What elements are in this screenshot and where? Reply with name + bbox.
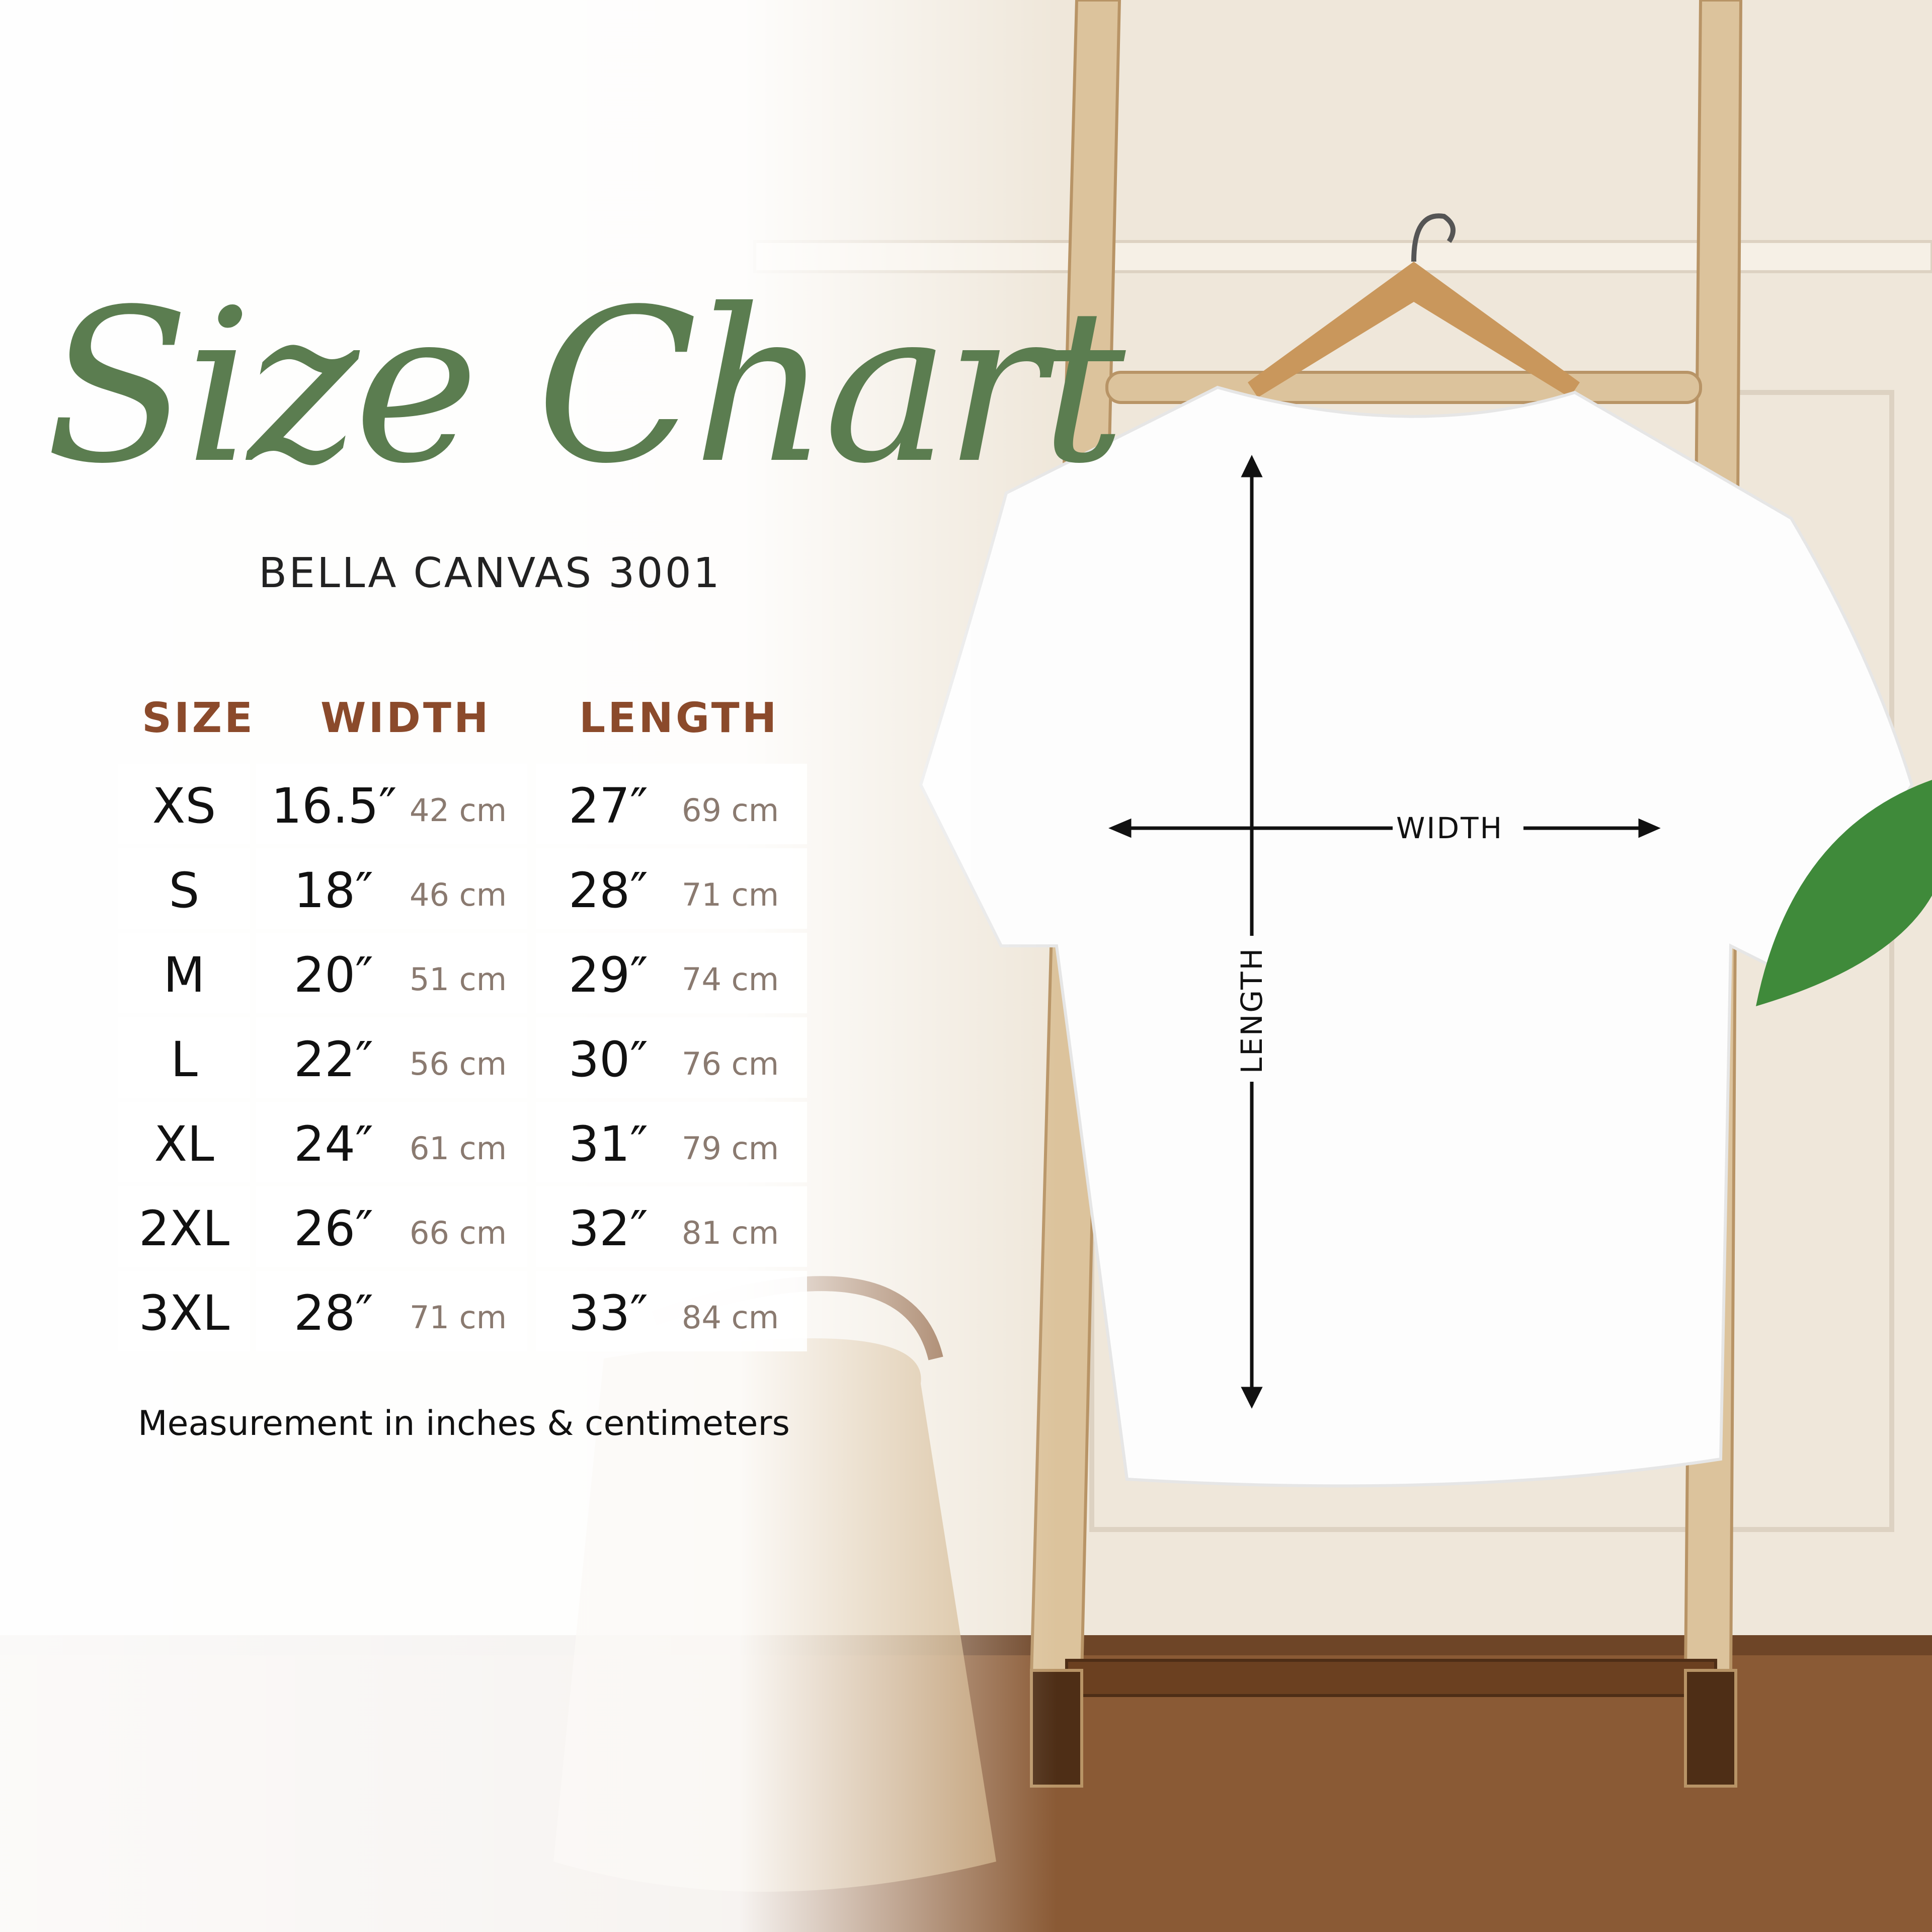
length-inches: 29″ bbox=[569, 947, 649, 1003]
width-cm: 61 cm bbox=[410, 1130, 507, 1167]
plant-leaf bbox=[1756, 780, 1932, 1006]
length-inches: 30″ bbox=[569, 1031, 649, 1088]
width-cm: 42 cm bbox=[410, 792, 507, 829]
width-cm: 66 cm bbox=[410, 1215, 507, 1251]
header-width: WIDTH bbox=[320, 694, 491, 742]
table-cell: M bbox=[118, 933, 250, 1013]
length-inches: 31″ bbox=[569, 1116, 649, 1172]
table-cell: 29″ 74 cm bbox=[536, 933, 807, 1013]
length-inches: 32″ bbox=[569, 1200, 649, 1257]
length-cm: 71 cm bbox=[682, 876, 779, 913]
size-value: 3XL bbox=[138, 1285, 230, 1341]
width-cm: 46 cm bbox=[410, 876, 507, 913]
size-value: S bbox=[169, 862, 200, 919]
table-cell: 28″ 71 cm bbox=[536, 848, 807, 929]
hanger-icon bbox=[1248, 213, 1580, 397]
table-cell: 16.5″ 42 cm bbox=[256, 764, 527, 844]
page-title: Size Chart bbox=[45, 264, 1125, 510]
measurement-note: Measurement in inches & centimeters bbox=[138, 1404, 790, 1443]
length-label: LENGTH bbox=[1235, 946, 1269, 1074]
table-cell: 30″ 76 cm bbox=[536, 1017, 807, 1098]
table-cell: 31″ 79 cm bbox=[536, 1102, 807, 1182]
table-cell: 2XL bbox=[118, 1186, 250, 1267]
table-cell: XS bbox=[118, 764, 250, 844]
length-cm: 81 cm bbox=[682, 1215, 779, 1251]
width-inches: 26″ bbox=[294, 1200, 374, 1257]
length-arrow bbox=[1241, 454, 1263, 1409]
table-cell: 27″ 69 cm bbox=[536, 764, 807, 844]
length-inches: 28″ bbox=[569, 862, 649, 919]
length-cm: 79 cm bbox=[682, 1130, 779, 1167]
length-cm: 74 cm bbox=[682, 961, 779, 998]
table-cell: S bbox=[118, 848, 250, 929]
header-length: LENGTH bbox=[579, 694, 779, 742]
table-cell: 22″ 56 cm bbox=[256, 1017, 527, 1098]
product-subtitle: BELLA CANVAS 3001 bbox=[259, 549, 721, 597]
size-value: 2XL bbox=[138, 1200, 230, 1257]
table-cell: XL bbox=[118, 1102, 250, 1182]
length-inches: 33″ bbox=[569, 1285, 649, 1341]
width-inches: 18″ bbox=[294, 862, 374, 919]
table-cell: 3XL bbox=[118, 1271, 250, 1351]
width-cm: 71 cm bbox=[410, 1299, 507, 1336]
table-cell: 24″ 61 cm bbox=[256, 1102, 527, 1182]
size-value: M bbox=[163, 947, 205, 1003]
table-cell: 32″ 81 cm bbox=[536, 1186, 807, 1267]
width-inches: 22″ bbox=[294, 1031, 374, 1088]
size-value: L bbox=[171, 1031, 198, 1088]
width-inches: 16.5″ bbox=[271, 778, 397, 834]
table-cell: 33″ 84 cm bbox=[536, 1271, 807, 1351]
length-cm: 76 cm bbox=[682, 1045, 779, 1082]
header-size: SIZE bbox=[142, 694, 256, 742]
table-cell: 20″ 51 cm bbox=[256, 933, 527, 1013]
width-arrow bbox=[1108, 818, 1661, 838]
table-cell: 26″ 66 cm bbox=[256, 1186, 527, 1267]
length-cm: 84 cm bbox=[682, 1299, 779, 1336]
width-cm: 51 cm bbox=[410, 961, 507, 998]
table-cell: L bbox=[118, 1017, 250, 1098]
length-cm: 69 cm bbox=[682, 792, 779, 829]
width-cm: 56 cm bbox=[410, 1045, 507, 1082]
width-inches: 24″ bbox=[294, 1116, 374, 1172]
table-cell: 28″ 71 cm bbox=[256, 1271, 527, 1351]
width-inches: 20″ bbox=[294, 947, 374, 1003]
width-label: WIDTH bbox=[1396, 811, 1504, 845]
width-inches: 28″ bbox=[294, 1285, 374, 1341]
length-inches: 27″ bbox=[569, 778, 649, 834]
table-cell: 18″ 46 cm bbox=[256, 848, 527, 929]
size-value: XL bbox=[154, 1116, 214, 1172]
size-value: XS bbox=[152, 778, 216, 834]
